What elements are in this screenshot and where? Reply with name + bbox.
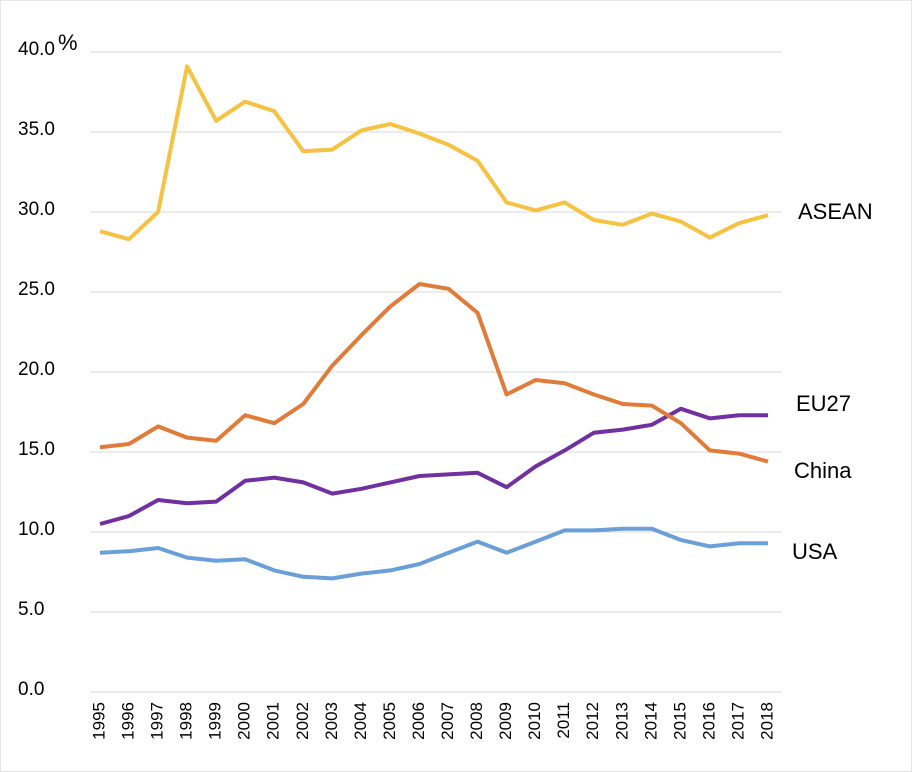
y-tick-label: 40.0 bbox=[18, 39, 55, 60]
y-tick-label: 5.0 bbox=[18, 599, 44, 620]
series-label: China bbox=[794, 458, 852, 483]
x-tick-label: 1999 bbox=[206, 702, 225, 740]
x-tick-label: 1997 bbox=[148, 702, 167, 740]
x-tick-label: 2005 bbox=[380, 702, 399, 740]
x-tick-label: 2001 bbox=[264, 702, 283, 740]
x-tick-label: 2008 bbox=[467, 702, 486, 740]
x-tick-label: 2003 bbox=[322, 702, 341, 740]
x-tick-label: 1995 bbox=[89, 702, 108, 740]
x-tick-label: 2006 bbox=[409, 702, 428, 740]
x-tick-label: 2010 bbox=[525, 702, 544, 740]
x-tick-label: 1996 bbox=[119, 702, 138, 740]
y-tick-label: 0.0 bbox=[18, 679, 44, 700]
y-tick-label: 20.0 bbox=[18, 359, 55, 380]
x-tick-label: 2014 bbox=[641, 702, 660, 740]
series-line bbox=[99, 526, 768, 581]
series-label: ASEAN bbox=[798, 199, 873, 224]
series-line bbox=[99, 64, 769, 242]
x-tick-label: 2017 bbox=[728, 702, 747, 740]
y-tick-label: 25.0 bbox=[18, 279, 55, 300]
series-line bbox=[99, 282, 769, 464]
x-tick-label: 2009 bbox=[496, 702, 515, 740]
x-tick-label: 1998 bbox=[177, 702, 196, 740]
x-tick-label: 2004 bbox=[351, 702, 370, 740]
series-label: EU27 bbox=[796, 391, 851, 416]
x-tick-label: 2016 bbox=[699, 702, 718, 740]
y-unit: % bbox=[58, 30, 78, 55]
y-tick-label: 15.0 bbox=[18, 439, 55, 460]
y-tick-label: 10.0 bbox=[18, 519, 55, 540]
series-label: USA bbox=[792, 539, 838, 564]
series-line bbox=[99, 406, 768, 526]
x-tick-label: 2012 bbox=[583, 702, 602, 740]
y-tick-label: 30.0 bbox=[18, 199, 55, 220]
x-tick-label: 2015 bbox=[670, 702, 689, 740]
x-tick-label: 2000 bbox=[235, 702, 254, 740]
x-tick-label: 2011 bbox=[554, 702, 573, 739]
x-tick-label: 2002 bbox=[293, 702, 312, 740]
x-tick-label: 2007 bbox=[438, 702, 457, 740]
y-tick-label: 35.0 bbox=[18, 119, 55, 140]
x-tick-label: 2018 bbox=[757, 702, 776, 740]
x-tick-label: 2013 bbox=[612, 702, 631, 740]
